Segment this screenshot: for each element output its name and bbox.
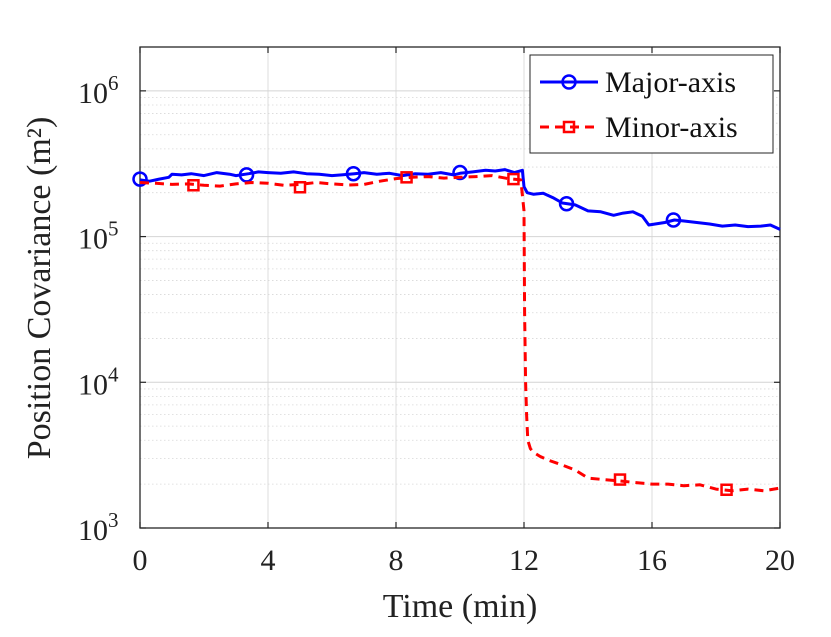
data-point <box>132 171 148 187</box>
x-tick-label: 0 <box>133 544 148 577</box>
legend-item-major-axis: Major-axis <box>540 66 736 99</box>
data-point <box>452 164 468 181</box>
y-tick-label: 103 <box>78 508 119 547</box>
data-point <box>238 167 255 183</box>
legend-swatch-marker <box>562 120 576 134</box>
series-line <box>139 168 781 231</box>
data-point <box>720 483 733 497</box>
y-tick-label: 104 <box>78 362 119 401</box>
legend-box <box>529 54 774 154</box>
x-tick-label: 20 <box>765 544 795 577</box>
data-point <box>558 195 575 212</box>
data-point <box>507 172 520 186</box>
x-axis-title: Time (min) <box>383 588 538 625</box>
data-point <box>613 473 627 486</box>
y-tick-label: 106 <box>78 71 119 110</box>
y-tick-label: 105 <box>78 217 119 256</box>
legend: Major-axis Minor-axis <box>529 54 774 154</box>
legend-label: Major-axis <box>605 66 736 99</box>
plot-frame <box>139 46 781 529</box>
x-tick-label: 8 <box>389 544 404 577</box>
data-point <box>665 212 682 228</box>
data-point <box>293 181 307 194</box>
x-tick-label: 16 <box>637 544 667 577</box>
data-point <box>400 171 413 184</box>
x-axis-ticks: 0 4 8 12 16 20 <box>133 47 795 577</box>
series-major-axis <box>132 164 781 231</box>
y-axis-ticks: 103 104 105 106 <box>78 71 780 547</box>
series-layer <box>132 164 781 497</box>
legend-item-minor-axis: Minor-axis <box>540 111 738 144</box>
series-minor-axis <box>139 171 781 497</box>
legend-swatch-marker <box>561 74 577 90</box>
legend-label: Minor-axis <box>605 111 738 144</box>
data-point <box>345 165 362 182</box>
x-tick-label: 12 <box>509 544 539 577</box>
y-axis-title: Position Covariance (m²) <box>21 117 58 460</box>
series-line <box>139 174 781 493</box>
x-tick-label: 4 <box>261 544 276 577</box>
data-point <box>187 179 200 192</box>
